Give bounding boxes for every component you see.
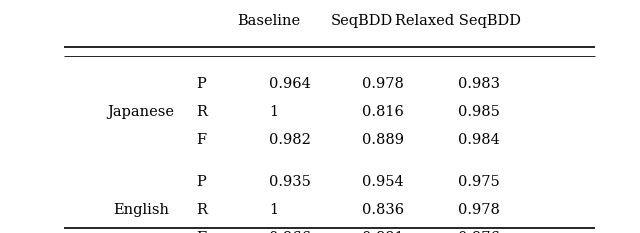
Text: P: P: [196, 175, 207, 189]
Text: 0.982: 0.982: [269, 133, 310, 147]
Text: English: English: [113, 203, 169, 217]
Text: 0.978: 0.978: [458, 203, 499, 217]
Text: Baseline: Baseline: [237, 14, 300, 28]
Text: 0.966: 0.966: [269, 231, 311, 233]
Text: 0.935: 0.935: [269, 175, 310, 189]
Text: 1: 1: [269, 105, 278, 119]
Text: P: P: [196, 77, 207, 91]
Text: R: R: [196, 203, 207, 217]
Text: 0.984: 0.984: [458, 133, 499, 147]
Text: 0.964: 0.964: [269, 77, 310, 91]
Text: 1: 1: [269, 203, 278, 217]
Text: 0.976: 0.976: [458, 231, 499, 233]
Text: Japanese: Japanese: [108, 105, 174, 119]
Text: Relaxed SeqBDD: Relaxed SeqBDD: [395, 14, 520, 28]
Text: F: F: [196, 231, 207, 233]
Text: 0.954: 0.954: [362, 175, 403, 189]
Text: 0.985: 0.985: [458, 105, 499, 119]
Text: 0.891: 0.891: [362, 231, 403, 233]
Text: 0.983: 0.983: [458, 77, 500, 91]
Text: 0.975: 0.975: [458, 175, 499, 189]
Text: 0.889: 0.889: [362, 133, 404, 147]
Text: F: F: [196, 133, 207, 147]
Text: 0.978: 0.978: [362, 77, 403, 91]
Text: SeqBDD: SeqBDD: [330, 14, 393, 28]
Text: 0.816: 0.816: [362, 105, 403, 119]
Text: R: R: [196, 105, 207, 119]
Text: 0.836: 0.836: [362, 203, 404, 217]
